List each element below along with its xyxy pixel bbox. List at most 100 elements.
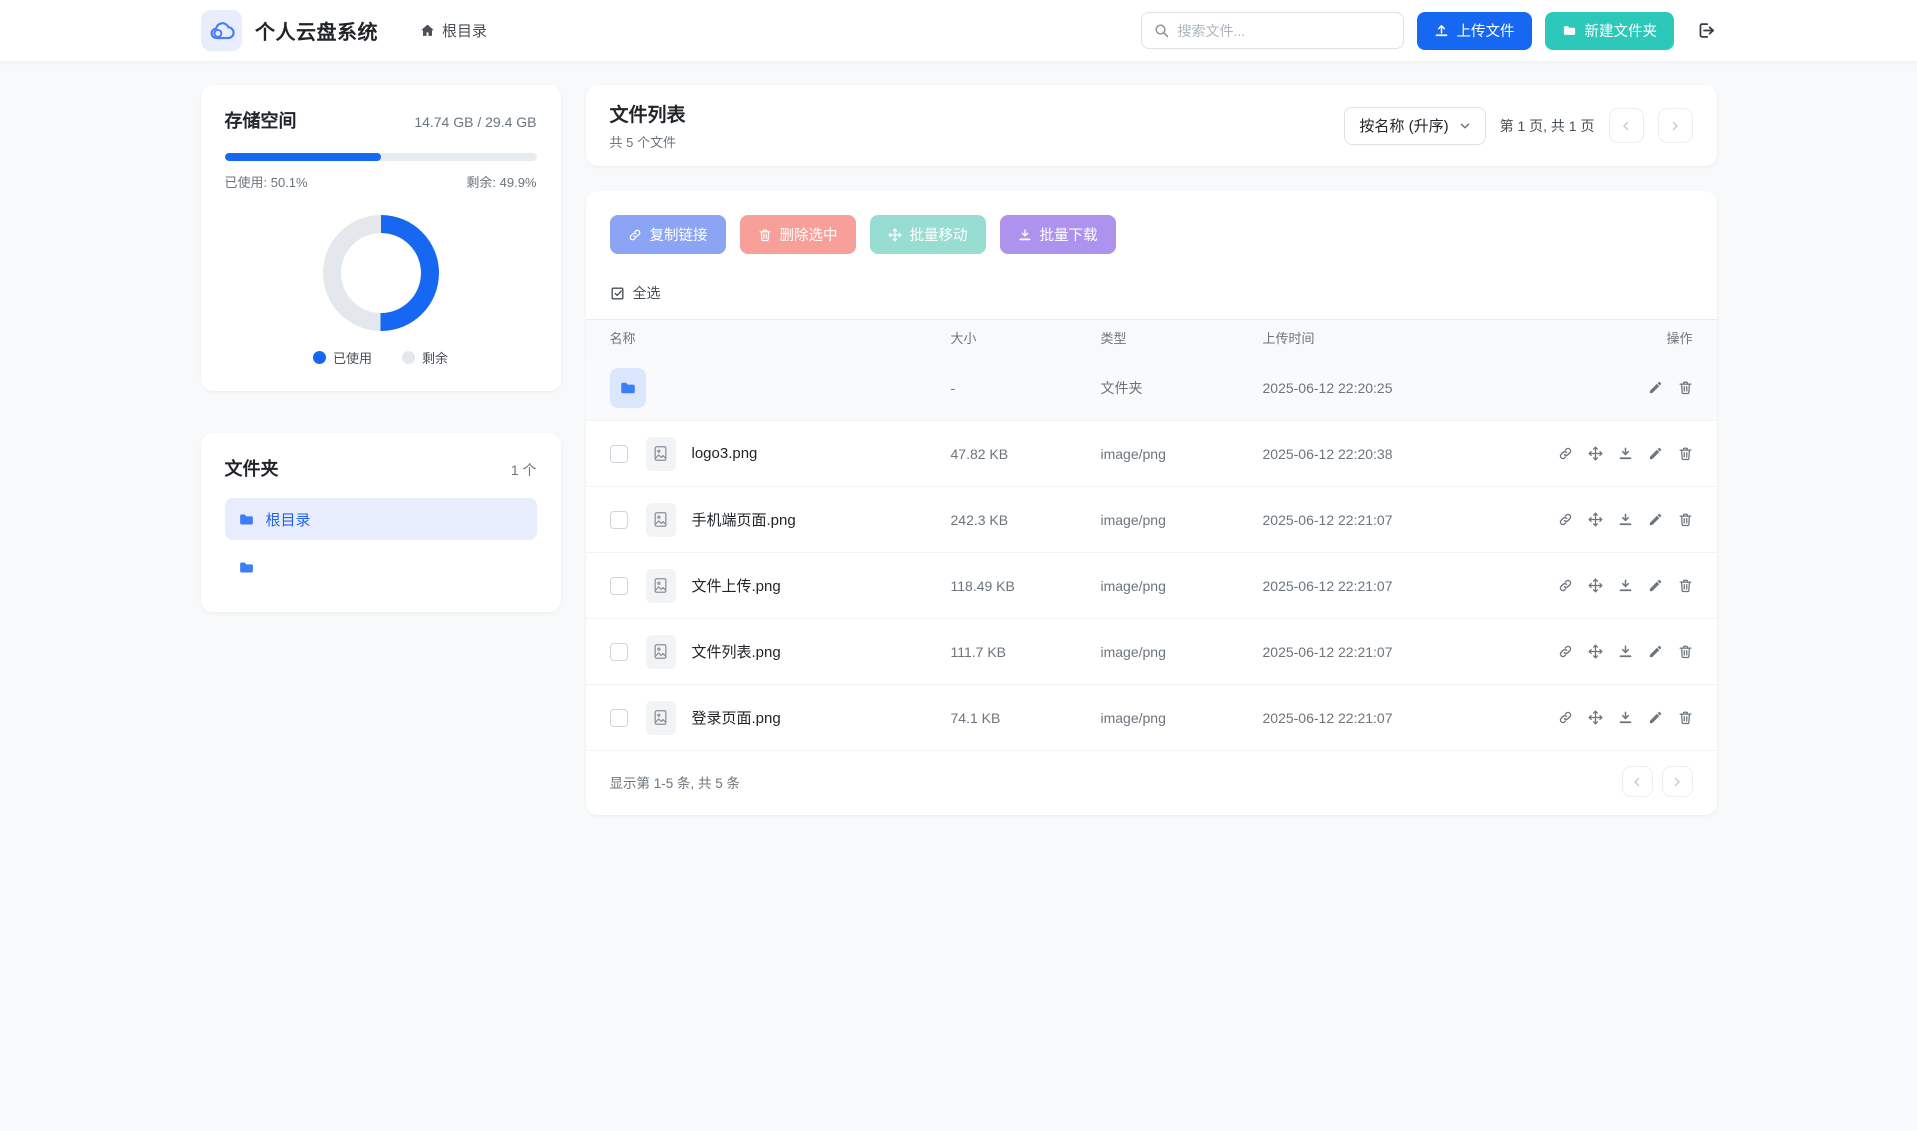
sign-out-icon[interactable]: [1696, 21, 1716, 40]
edit-icon[interactable]: [1648, 578, 1663, 593]
footer-next-page-button[interactable]: [1661, 766, 1693, 797]
app-title: 个人云盘系统: [255, 22, 378, 44]
folder-icon[interactable]: [609, 367, 646, 408]
row-checkbox[interactable]: [609, 642, 628, 661]
download-icon[interactable]: [1618, 710, 1633, 725]
copy-link-icon[interactable]: [1558, 710, 1573, 725]
check-square-icon: [610, 286, 625, 301]
delete-icon[interactable]: [1678, 380, 1693, 395]
storage-usage-text: 14.74 GB / 29.4 GB: [414, 114, 537, 130]
storage-free-label: 剩余: 49.9%: [466, 175, 537, 190]
image-icon: [652, 642, 669, 661]
copy-link-button[interactable]: 复制链接: [609, 215, 726, 254]
upload-time: 2025-06-12 22:21:07: [1262, 709, 1393, 726]
link-icon: [628, 228, 642, 242]
image-icon: [652, 510, 669, 529]
page-info: 第 1 页, 共 1 页: [1499, 117, 1595, 134]
upload-file-button[interactable]: 上传文件: [1416, 11, 1532, 50]
filelist-subtitle: 共 5 个文件: [609, 135, 676, 150]
batch-move-button[interactable]: 批量移动: [869, 215, 986, 254]
breadcrumb[interactable]: 根目录: [420, 20, 487, 41]
prev-page-button[interactable]: [1608, 108, 1644, 143]
legend-label: 已使用: [332, 351, 372, 366]
file-image-icon: [645, 634, 676, 669]
edit-icon[interactable]: [1648, 512, 1663, 527]
move-icon[interactable]: [1588, 512, 1603, 527]
column-header: 类型: [1100, 331, 1127, 346]
file-type: image/png: [1100, 511, 1166, 528]
legend-dot: [402, 351, 415, 364]
row-actions: [1543, 380, 1693, 395]
download-icon[interactable]: [1618, 446, 1633, 461]
edit-icon[interactable]: [1648, 380, 1663, 395]
batch-actions-row: 复制链接 删除选中 批量移动 批量下载: [586, 191, 1717, 275]
copy-link-icon[interactable]: [1558, 512, 1573, 527]
file-name[interactable]: 文件列表.png: [691, 644, 781, 661]
delete-selected-button[interactable]: 删除选中: [739, 215, 856, 254]
sidebar-folder-item[interactable]: [225, 546, 537, 588]
copy-link-icon[interactable]: [1558, 446, 1573, 461]
row-checkbox[interactable]: [609, 510, 628, 529]
sidebar-folder-item[interactable]: 根目录: [224, 498, 537, 540]
move-icon[interactable]: [1588, 644, 1603, 659]
storage-progress-fill: [224, 153, 381, 161]
move-icon[interactable]: [1588, 710, 1603, 725]
batch-button-label: 批量移动: [909, 228, 968, 244]
download-icon[interactable]: [1618, 512, 1633, 527]
move-icon: [888, 228, 902, 242]
storage-progress-track: [224, 153, 537, 161]
copy-link-icon[interactable]: [1558, 644, 1573, 659]
download-icon[interactable]: [1618, 578, 1633, 593]
search-input[interactable]: [1177, 22, 1391, 39]
row-checkbox[interactable]: [609, 708, 628, 727]
file-name[interactable]: logo3.png: [691, 445, 758, 462]
footer-prev-page-button[interactable]: [1621, 766, 1653, 797]
delete-icon[interactable]: [1678, 446, 1693, 461]
download-icon[interactable]: [1618, 644, 1633, 659]
file-type: image/png: [1100, 643, 1166, 660]
delete-icon[interactable]: [1678, 644, 1693, 659]
file-name[interactable]: 手机端页面.png: [691, 512, 796, 529]
delete-icon[interactable]: [1678, 578, 1693, 593]
file-size: -: [950, 379, 956, 396]
file-name[interactable]: 文件上传.png: [691, 578, 781, 595]
folders-card: 文件夹 1 个 根目录: [200, 433, 561, 612]
table-row-folder: - 文件夹 2025-06-12 22:20:25: [585, 355, 1717, 421]
row-actions: [1543, 446, 1693, 461]
move-icon[interactable]: [1588, 578, 1603, 593]
delete-icon[interactable]: [1678, 710, 1693, 725]
image-icon: [652, 444, 669, 463]
edit-icon[interactable]: [1648, 644, 1663, 659]
file-size: 111.7 KB: [950, 643, 1007, 660]
batch-download-button[interactable]: 批量下载: [999, 215, 1116, 254]
column-header: 名称: [609, 331, 636, 346]
edit-icon[interactable]: [1648, 710, 1663, 725]
storage-used-label: 已使用: 50.1%: [224, 175, 308, 190]
table-body: - 文件夹 2025-06-12 22:20:25 logo3.png 47.82 KB…: [585, 355, 1717, 751]
column-header: 上传时间: [1262, 331, 1315, 346]
edit-icon[interactable]: [1648, 446, 1663, 461]
select-all[interactable]: 全选: [585, 275, 1717, 320]
image-icon: [652, 708, 669, 727]
upload-time: 2025-06-12 22:20:25: [1262, 379, 1393, 396]
delete-icon[interactable]: [1678, 512, 1693, 527]
storage-legend: 已使用 剩余: [225, 348, 537, 367]
file-size: 242.3 KB: [950, 511, 1009, 528]
storage-donut-chart: [322, 215, 439, 331]
file-name[interactable]: 登录页面.png: [691, 710, 781, 727]
new-folder-button[interactable]: 新建文件夹: [1544, 11, 1674, 50]
next-page-button[interactable]: [1657, 108, 1693, 143]
download-icon: [1018, 228, 1032, 242]
file-size: 74.1 KB: [950, 709, 1001, 726]
row-actions: [1543, 710, 1693, 725]
table-row-file: 文件上传.png 118.49 KB image/png 2025-06-12 22:…: [585, 553, 1717, 619]
copy-link-icon[interactable]: [1558, 578, 1573, 593]
search-icon: [1154, 23, 1169, 38]
move-icon[interactable]: [1588, 446, 1603, 461]
app-logo: [201, 10, 242, 51]
row-checkbox[interactable]: [609, 576, 628, 595]
row-actions: [1543, 578, 1693, 593]
row-checkbox[interactable]: [609, 444, 628, 463]
trash-icon: [758, 228, 772, 242]
sort-select[interactable]: 按名称 (升序): [1344, 106, 1486, 145]
